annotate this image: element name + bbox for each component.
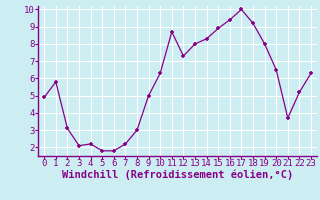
X-axis label: Windchill (Refroidissement éolien,°C): Windchill (Refroidissement éolien,°C) — [62, 170, 293, 180]
